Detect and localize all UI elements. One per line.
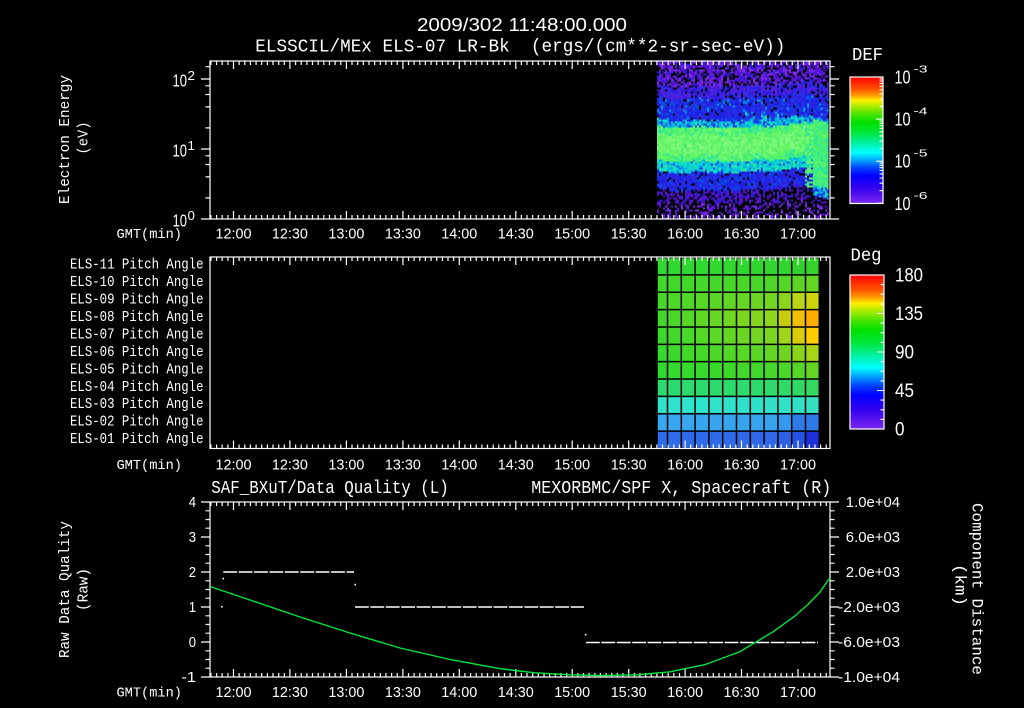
- svg-text:16:00: 16:00: [667, 227, 703, 243]
- svg-text:15:30: 15:30: [611, 227, 647, 243]
- svg-text:ELS-11 Pitch Angle: ELS-11 Pitch Angle: [70, 258, 204, 274]
- svg-text:ELS-07 Pitch Angle: ELS-07 Pitch Angle: [70, 327, 204, 343]
- svg-text:SAF_BXuT/Data Quality (L): SAF_BXuT/Data Quality (L): [211, 479, 448, 499]
- svg-text:10: 10: [173, 141, 188, 161]
- svg-text:0: 0: [188, 209, 195, 223]
- svg-text:Electron Energy: Electron Energy: [57, 75, 74, 204]
- svg-text:16:00: 16:00: [667, 457, 703, 473]
- svg-text:ELS-03 Pitch Angle: ELS-03 Pitch Angle: [70, 397, 204, 413]
- svg-text:ELS-10 Pitch Angle: ELS-10 Pitch Angle: [70, 275, 204, 291]
- svg-text:10: 10: [173, 71, 188, 91]
- svg-text:180: 180: [895, 266, 923, 287]
- svg-text:13:30: 13:30: [385, 457, 421, 473]
- svg-text:1: 1: [188, 139, 195, 153]
- svg-text:2: 2: [189, 565, 196, 581]
- svg-text:16:00: 16:00: [667, 685, 703, 701]
- svg-text:-1.0e+04: -1.0e+04: [838, 670, 900, 686]
- svg-text:-6: -6: [914, 190, 928, 202]
- svg-text:ELS-08 Pitch Angle: ELS-08 Pitch Angle: [70, 310, 204, 326]
- svg-text:15:30: 15:30: [611, 685, 647, 701]
- svg-text:2.0e+03: 2.0e+03: [846, 565, 900, 581]
- svg-text:17:00: 17:00: [780, 227, 816, 243]
- svg-text:Raw Data Quality: Raw Data Quality: [57, 521, 74, 658]
- svg-text:-1: -1: [181, 670, 196, 686]
- svg-text:1: 1: [189, 600, 196, 616]
- svg-text:-6.0e+03: -6.0e+03: [838, 635, 900, 651]
- svg-text:4: 4: [189, 495, 196, 511]
- svg-text:-4: -4: [914, 106, 928, 118]
- svg-text:90: 90: [895, 343, 914, 364]
- svg-text:15:00: 15:00: [554, 685, 590, 701]
- svg-text:Deg: Deg: [851, 246, 882, 267]
- svg-text:14:00: 14:00: [441, 457, 477, 473]
- svg-text:13:00: 13:00: [328, 227, 364, 243]
- svg-text:17:00: 17:00: [780, 457, 816, 473]
- svg-text:10: 10: [173, 211, 188, 231]
- svg-text:10: 10: [895, 194, 911, 214]
- svg-text:6.0e+03: 6.0e+03: [846, 530, 900, 546]
- svg-text:13:00: 13:00: [328, 685, 364, 701]
- svg-text:14:30: 14:30: [498, 685, 534, 701]
- svg-text:135: 135: [895, 304, 923, 325]
- svg-text:10: 10: [895, 110, 911, 130]
- svg-text:GMT(min): GMT(min): [117, 227, 183, 243]
- svg-text:(km): (km): [951, 564, 969, 606]
- svg-text:-3: -3: [914, 64, 928, 76]
- svg-text:12:00: 12:00: [216, 685, 252, 701]
- svg-text:0: 0: [895, 420, 905, 441]
- svg-text:2: 2: [188, 69, 195, 83]
- svg-text:12:00: 12:00: [216, 457, 252, 473]
- svg-text:MEXORBMC/SPF X, Spacecraft (R): MEXORBMC/SPF X, Spacecraft (R): [531, 479, 831, 499]
- svg-text:ELS-05 Pitch Angle: ELS-05 Pitch Angle: [70, 362, 204, 378]
- svg-text:ELSSCIL/MEx ELS-07 LR-Bk (erg: ELSSCIL/MEx ELS-07 LR-Bk (ergs/(cm**2-sr…: [255, 37, 785, 57]
- svg-text:14:00: 14:00: [441, 227, 477, 243]
- svg-text:13:30: 13:30: [385, 685, 421, 701]
- svg-text:ELS-04 Pitch Angle: ELS-04 Pitch Angle: [70, 380, 204, 396]
- svg-text:17:00: 17:00: [780, 685, 816, 701]
- svg-text:14:30: 14:30: [498, 227, 534, 243]
- svg-text:ELS-06 Pitch Angle: ELS-06 Pitch Angle: [70, 345, 204, 361]
- svg-text:16:30: 16:30: [724, 227, 760, 243]
- svg-text:ELS-02 Pitch Angle: ELS-02 Pitch Angle: [70, 415, 204, 431]
- svg-text:-5: -5: [914, 148, 928, 160]
- svg-text:ELS-01 Pitch Angle: ELS-01 Pitch Angle: [70, 432, 204, 448]
- svg-text:0: 0: [189, 635, 196, 651]
- svg-text:12:30: 12:30: [272, 227, 308, 243]
- svg-text:DEF: DEF: [852, 45, 883, 66]
- svg-text:(eV): (eV): [76, 122, 93, 155]
- svg-text:14:30: 14:30: [498, 457, 534, 473]
- svg-text:13:30: 13:30: [385, 227, 421, 243]
- svg-text:(Raw): (Raw): [76, 568, 93, 611]
- svg-text:15:00: 15:00: [554, 227, 590, 243]
- svg-text:Component Distance: Component Distance: [968, 503, 986, 675]
- svg-text:GMT(min): GMT(min): [117, 458, 183, 474]
- svg-text:14:00: 14:00: [441, 685, 477, 701]
- svg-text:16:30: 16:30: [724, 457, 760, 473]
- svg-text:16:30: 16:30: [724, 685, 760, 701]
- svg-text:3: 3: [189, 530, 196, 546]
- svg-text:ELS-09 Pitch Angle: ELS-09 Pitch Angle: [70, 293, 204, 309]
- svg-text:45: 45: [895, 381, 914, 402]
- svg-text:15:00: 15:00: [554, 457, 590, 473]
- svg-text:12:30: 12:30: [272, 685, 308, 701]
- svg-text:12:30: 12:30: [272, 457, 308, 473]
- svg-text:-2.0e+03: -2.0e+03: [838, 600, 900, 616]
- svg-text:10: 10: [895, 152, 911, 172]
- svg-text:15:30: 15:30: [611, 457, 647, 473]
- svg-text:GMT(min): GMT(min): [117, 686, 183, 702]
- svg-text:1.0e+04: 1.0e+04: [846, 495, 900, 511]
- svg-text:10: 10: [895, 68, 911, 88]
- svg-text:13:00: 13:00: [328, 457, 364, 473]
- svg-text:12:00: 12:00: [216, 227, 252, 243]
- svg-text:2009/302 11:48:00.000: 2009/302 11:48:00.000: [417, 14, 627, 35]
